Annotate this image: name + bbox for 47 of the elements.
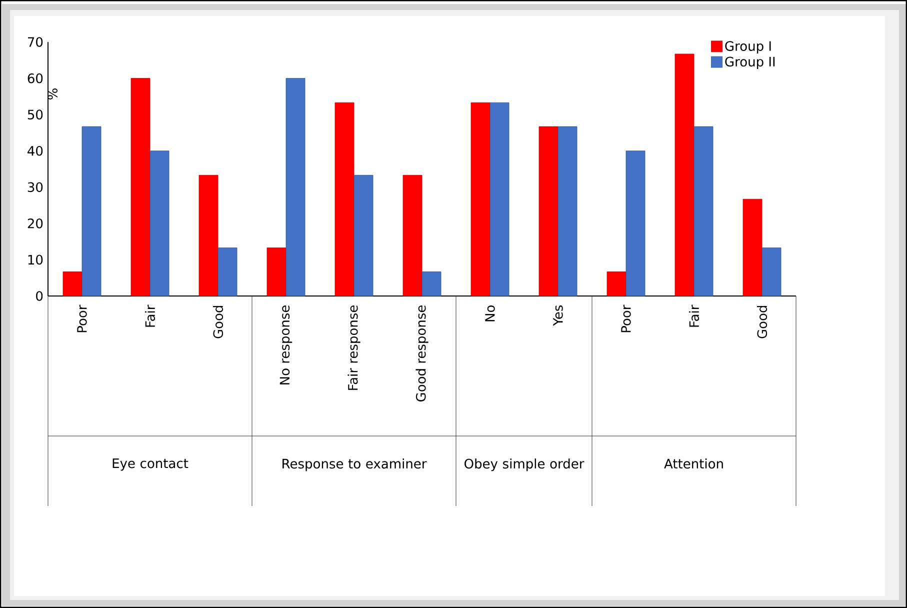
text: Response to examiner (282, 458, 427, 472)
bar (286, 78, 306, 296)
legend-label: Group II (725, 56, 775, 70)
x-tick-label: Good response (416, 305, 428, 402)
bar (422, 271, 442, 296)
y-tick-label: 0 (36, 291, 43, 301)
text: Eye contact (112, 458, 188, 471)
bar (82, 126, 102, 296)
x-tick-label: Yes (553, 305, 563, 326)
bar (762, 248, 782, 296)
bar (150, 150, 170, 296)
bar (130, 78, 150, 296)
y-tick-label: 60 (28, 73, 43, 84)
x-tick-label: Good (756, 306, 768, 338)
bar (558, 126, 578, 296)
bar (694, 126, 714, 296)
x-tick-label: No (485, 306, 495, 322)
x-tick-label: Poor (621, 304, 631, 332)
bar (538, 126, 558, 296)
x-tick-label: Fair (688, 304, 700, 327)
y-tick-label: 20 (28, 218, 43, 228)
bar (606, 271, 626, 296)
x-tick-label: Fair (144, 304, 156, 327)
text: Obey simple order (464, 458, 584, 472)
text: Attention (664, 458, 723, 469)
bar (198, 174, 218, 296)
y-tick-label: 30 (28, 182, 43, 192)
bar (626, 150, 646, 296)
y-tick-label: 50 (28, 110, 43, 120)
bar (266, 248, 286, 296)
x-tick-label: Poor (77, 304, 87, 332)
bar (62, 271, 82, 296)
bar (354, 174, 374, 296)
x-tick-label: Good (212, 306, 224, 338)
x-tick-label: Fair response (348, 305, 360, 390)
bar (402, 174, 422, 296)
bar (334, 102, 354, 296)
y-tick-label: 70 (28, 37, 43, 47)
bar (490, 102, 510, 296)
y-tick-label: 10 (28, 254, 43, 265)
bar (218, 248, 238, 296)
bar (470, 102, 490, 296)
legend-label: Group I (725, 41, 771, 54)
bar (674, 54, 694, 296)
bar (742, 198, 762, 296)
x-tick-label: No response (280, 305, 292, 384)
y-tick-label: 40 (28, 146, 43, 156)
